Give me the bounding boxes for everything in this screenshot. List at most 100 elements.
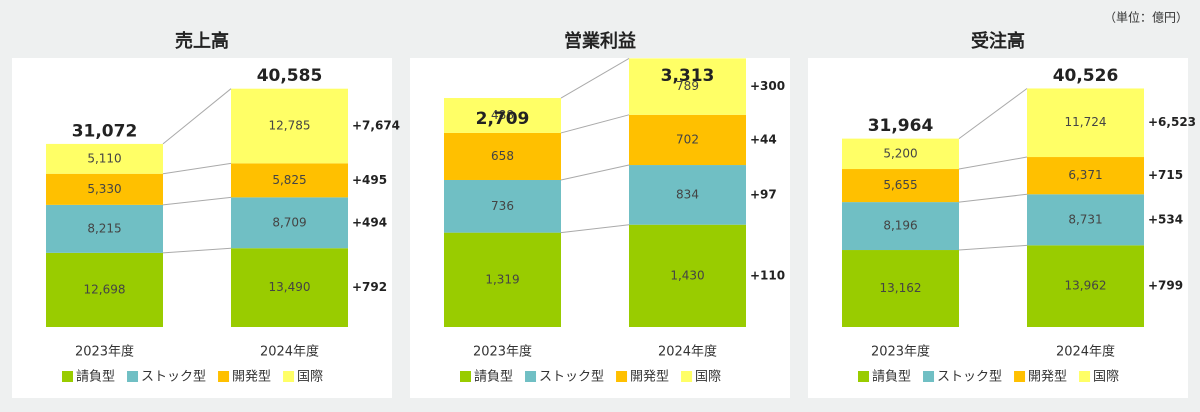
- bar-segment: [46, 143, 163, 174]
- bar-segment: [629, 114, 746, 166]
- legend-swatch: [616, 371, 628, 382]
- connector: [958, 193, 1028, 203]
- legend-swatch: [1079, 371, 1091, 382]
- connector: [162, 247, 232, 254]
- x-tick-label: 2024年度: [1056, 344, 1115, 360]
- connector: [560, 224, 630, 234]
- total-label: 3,313: [661, 66, 715, 86]
- legend-swatch: [681, 371, 693, 382]
- bar-segment: [231, 197, 348, 249]
- x-tick-label: 2023年度: [871, 344, 930, 360]
- connector: [560, 164, 630, 181]
- bar-segment: [46, 204, 163, 253]
- connector: [560, 57, 630, 99]
- legend-swatch: [525, 371, 537, 382]
- total-label: 40,526: [1053, 66, 1119, 86]
- legend-swatch: [1014, 371, 1026, 382]
- segment-label: 5,110: [87, 151, 121, 165]
- bar-segment: [842, 138, 959, 170]
- bar-segment: [842, 169, 959, 203]
- segment-label: 8,215: [87, 221, 121, 235]
- change-label: +792: [352, 280, 387, 294]
- legend-swatch: [127, 371, 139, 382]
- segment-label: 5,330: [87, 182, 121, 196]
- segment-label: 12,785: [269, 119, 311, 133]
- bar-segment: [444, 98, 561, 133]
- legend-label: 開発型: [630, 370, 669, 385]
- legend-label: 請負型: [474, 370, 513, 385]
- bar-segment: [231, 248, 348, 327]
- legend-label: 開発型: [1028, 370, 1067, 385]
- segment-label: 13,162: [880, 281, 922, 295]
- connector: [162, 196, 232, 206]
- bar-segment: [1027, 245, 1144, 327]
- connector: [162, 88, 232, 145]
- change-label: +300: [750, 79, 785, 93]
- bar-segment: [629, 224, 746, 327]
- segment-label: 1,319: [485, 272, 519, 286]
- change-label: +715: [1148, 168, 1183, 182]
- legend-swatch: [283, 371, 295, 382]
- segment-label: 5,200: [883, 146, 917, 160]
- segment-label: 736: [491, 199, 514, 213]
- legend-label: 国際: [297, 370, 323, 385]
- segment-label: 658: [491, 149, 514, 163]
- segment-label: 488: [491, 108, 514, 122]
- x-tick-label: 2024年度: [658, 344, 717, 360]
- total-label: 31,964: [868, 116, 934, 136]
- segment-label: 12,698: [84, 282, 126, 296]
- total-label: 40,585: [257, 66, 323, 86]
- segment-label: 8,709: [272, 215, 306, 229]
- segment-label: 6,371: [1068, 168, 1102, 182]
- bar-segment: [444, 232, 561, 327]
- legend-label: 開発型: [232, 370, 271, 385]
- segment-label: 789: [676, 79, 699, 93]
- change-label: +495: [352, 173, 387, 187]
- change-label: +494: [352, 215, 387, 229]
- bar-segment: [842, 202, 959, 251]
- chart-title: 受注高: [971, 30, 1025, 52]
- bar-segment: [842, 250, 959, 327]
- segment-label: 1,430: [670, 268, 704, 282]
- total-label: 2,709: [476, 109, 530, 129]
- bar-segment: [1027, 194, 1144, 246]
- segment-label: 5,825: [272, 173, 306, 187]
- total-label: 31,072: [72, 122, 138, 142]
- bar-segment: [46, 173, 163, 205]
- connector: [958, 88, 1028, 140]
- legend-swatch: [923, 371, 935, 382]
- legend-label: ストック型: [539, 370, 604, 385]
- x-tick-label: 2023年度: [75, 344, 134, 360]
- change-label: +44: [750, 132, 777, 146]
- change-label: +7,674: [352, 119, 400, 133]
- legend-swatch: [858, 371, 869, 382]
- legend-label: 請負型: [76, 370, 115, 385]
- segment-label: 8,196: [883, 219, 917, 233]
- bar-segment: [46, 252, 163, 327]
- change-label: +6,523: [1148, 115, 1196, 129]
- change-label: +799: [1148, 279, 1183, 293]
- change-label: +97: [750, 187, 777, 201]
- bar-segment: [629, 165, 746, 225]
- segment-label: 13,490: [269, 280, 311, 294]
- bar-segment: [1027, 88, 1144, 158]
- change-label: +534: [1148, 212, 1183, 226]
- legend-label: ストック型: [937, 370, 1002, 385]
- segment-label: 702: [676, 132, 699, 146]
- connector: [958, 244, 1028, 251]
- connector: [162, 162, 232, 175]
- legend-swatch: [62, 371, 73, 382]
- bar-segment: [1027, 157, 1144, 195]
- segment-label: 11,724: [1065, 115, 1107, 129]
- legend-swatch: [218, 371, 230, 382]
- connector: [560, 114, 630, 134]
- legend-label: 請負型: [872, 370, 911, 385]
- legend-label: 国際: [1093, 370, 1119, 385]
- bar-segment: [231, 163, 348, 198]
- legend-swatch: [460, 371, 471, 382]
- change-label: +110: [750, 268, 785, 282]
- x-tick-label: 2024年度: [260, 344, 319, 360]
- chart-title: 営業利益: [564, 30, 636, 52]
- legend-label: ストック型: [141, 370, 206, 385]
